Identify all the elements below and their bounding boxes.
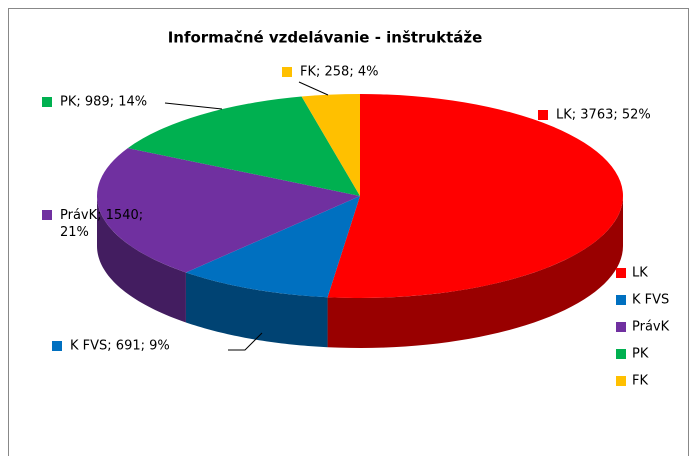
pie-side <box>327 196 623 348</box>
legend-label: LK <box>632 266 648 281</box>
pie-slice <box>327 94 623 298</box>
label-swatch <box>52 341 62 351</box>
legend-swatch <box>616 268 626 278</box>
pie-side <box>185 272 328 348</box>
label-line: PrávK; 1540; <box>60 208 143 223</box>
legend-swatch <box>616 295 626 305</box>
legend-label: PrávK <box>632 320 670 335</box>
pie-tops <box>97 94 623 298</box>
pie-slice <box>97 148 361 273</box>
legend-swatch <box>616 376 626 386</box>
leader-line <box>228 332 263 351</box>
data-label: K FVS; 691; 9% <box>70 339 170 354</box>
data-labels: LK; 3763; 52% K FVS; 691; 9% PrávK; 1540; 2… <box>42 65 651 354</box>
data-label: LK; 3763; 52% <box>556 108 651 123</box>
legend-swatch <box>616 322 626 332</box>
data-label: PrávK; 1540; 21% <box>60 208 143 240</box>
leader-line <box>298 81 329 96</box>
legend-label: PK <box>632 347 649 362</box>
label-line: 21% <box>60 225 89 240</box>
chart-title: Informačné vzdelávanie - inštruktáže <box>168 29 483 47</box>
leader-line <box>164 102 223 110</box>
legend-label: K FVS <box>632 293 669 308</box>
label-swatch <box>42 210 52 220</box>
label-swatch <box>42 97 52 107</box>
label-swatch <box>282 67 292 77</box>
legend-swatch <box>616 349 626 359</box>
legend: LK K FVS PrávK PK FK <box>616 266 670 389</box>
pie-slice <box>127 96 361 196</box>
pie-side <box>97 196 186 323</box>
data-label: FK; 258; 4% <box>300 65 378 80</box>
data-label: PK; 989; 14% <box>60 95 147 110</box>
pie-slice <box>301 94 360 196</box>
pie-slice <box>185 196 360 298</box>
label-swatch <box>538 110 548 120</box>
legend-label: FK <box>632 374 648 389</box>
pie-sides <box>97 196 623 348</box>
